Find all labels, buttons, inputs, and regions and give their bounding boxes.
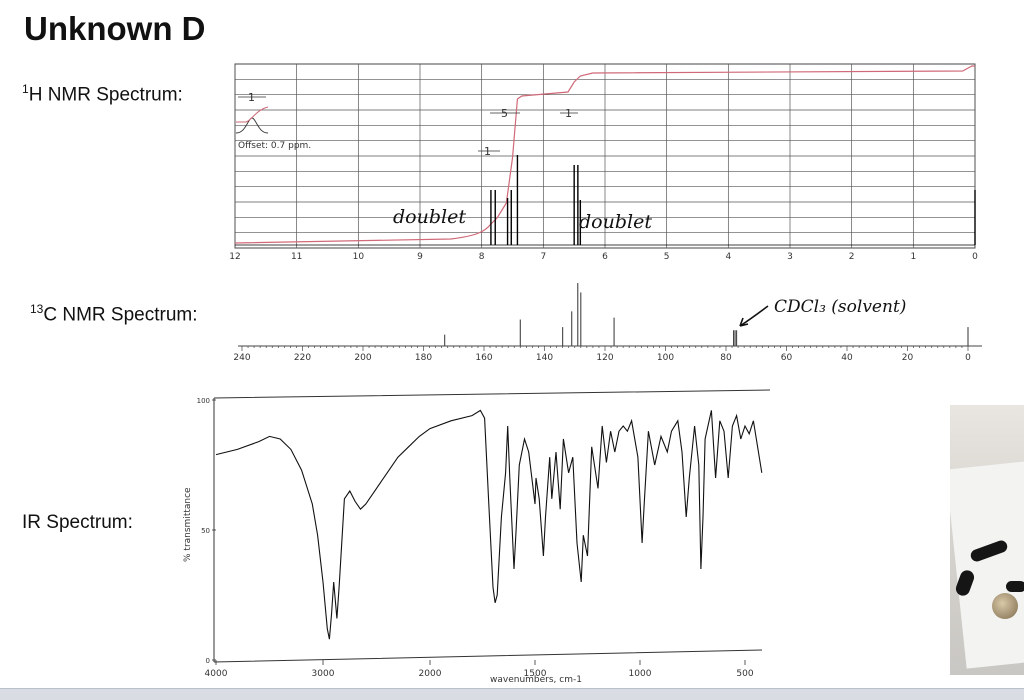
h-nmr-x-tick-label: 12 xyxy=(229,252,240,262)
ir-label: IR Spectrum: xyxy=(22,512,133,533)
h-nmr-x-tick-label: 4 xyxy=(725,252,731,262)
ir-x-tick-label: 3000 xyxy=(312,669,335,679)
ir-x-tick-label: 1000 xyxy=(629,669,652,679)
h-nmr-x-tick-label: 10 xyxy=(353,252,365,262)
ir-y-tick-label: 0 xyxy=(206,657,210,665)
c-nmr-spectrum: 240 220 200 180 160 140 120 100 80 60 40 20 0 CDCl₃ … xyxy=(233,283,982,363)
h-nmr-label: 1H NMR Spectrum: xyxy=(22,82,183,106)
handwritten-solvent-label: CDCl₃ (solvent) xyxy=(774,297,906,317)
ir-x-axis-label: wavenumbers, cm-1 xyxy=(490,675,582,685)
video-thumbnail-molecular-model xyxy=(950,405,1024,675)
ir-x-tick-label: 2000 xyxy=(419,669,442,679)
c-nmr-x-tick-label: 180 xyxy=(415,353,432,363)
photo-paper xyxy=(950,461,1024,669)
c-nmr-x-tick-label: 60 xyxy=(781,353,793,363)
c-nmr-x-tick-label: 240 xyxy=(233,353,250,363)
h-nmr-x-tick-label: 5 xyxy=(664,252,670,262)
h-nmr-x-tick-label: 7 xyxy=(540,252,546,262)
h-nmr-integral-curve xyxy=(234,65,975,244)
ir-spectrum: 4000 3000 2000 1500 1000 500 0 50 100 wavenumber… xyxy=(183,389,771,685)
photo-peg xyxy=(1006,581,1024,592)
c-nmr-x-tick-label: 40 xyxy=(841,353,853,363)
h-nmr-x-tick-label: 6 xyxy=(602,252,608,262)
h-nmr-x-tick-label: 3 xyxy=(787,252,793,262)
h-nmr-x-tick-label: 11 xyxy=(291,252,302,262)
c-nmr-x-tick-label: 0 xyxy=(965,353,971,363)
ir-frame xyxy=(213,389,771,663)
c-nmr-x-tick-label: 80 xyxy=(720,353,732,363)
h-nmr-x-tick-label: 9 xyxy=(417,252,423,262)
c-nmr-x-tick-label: 20 xyxy=(902,353,914,363)
ir-x-tick-label: 4000 xyxy=(205,669,228,679)
c-nmr-peaks xyxy=(444,283,969,346)
h-nmr-x-tick-label: 0 xyxy=(972,252,978,262)
page-title: Unknown D xyxy=(24,10,206,47)
c-nmr-x-tick-label: 100 xyxy=(657,353,674,363)
integ-label-doublet-left: 1 xyxy=(484,145,491,158)
h-nmr-label-text: H NMR Spectrum: xyxy=(28,84,183,106)
ir-series-line xyxy=(215,409,763,640)
bottom-bar xyxy=(0,688,1024,700)
handwritten-doublet-left: doublet xyxy=(393,206,466,228)
ir-y-axis-label: % transmittance xyxy=(183,487,193,562)
c-nmr-x-tick-label: 220 xyxy=(294,353,311,363)
c-nmr-x-tick-label: 160 xyxy=(475,353,492,363)
c-nmr-label-sup: 13 xyxy=(30,302,44,316)
ir-y-tick-label: 50 xyxy=(201,527,210,535)
solvent-arrow xyxy=(739,305,769,327)
photo-atom xyxy=(992,593,1018,619)
integ-label-inset: 1 xyxy=(248,91,255,104)
h-nmr-label-sup: 1 xyxy=(22,82,29,96)
c-nmr-x-tick-label: 200 xyxy=(354,353,371,363)
h-nmr-x-tick-label: 2 xyxy=(849,252,855,262)
h-nmr-x-ticks: 12 11 10 9 8 7 6 5 4 3 2 1 0 xyxy=(229,252,978,262)
ir-x-tick-label: 1500 xyxy=(524,669,547,679)
h-nmr-grid xyxy=(234,63,976,249)
c-nmr-label: 13C NMR Spectrum: xyxy=(30,302,198,326)
ir-y-tick-label: 100 xyxy=(197,397,210,405)
h-nmr-spectrum: 12 11 10 9 8 7 6 5 4 3 2 1 0 Offset: 0.7 ppm. 1 1 5 … xyxy=(229,63,978,262)
h-nmr-offset-label: Offset: 0.7 ppm. xyxy=(238,141,311,151)
integ-label-doublet-right: 1 xyxy=(565,107,572,120)
handwritten-doublet-right: doublet xyxy=(579,211,652,233)
h-nmr-offset-inset-integral xyxy=(236,106,269,123)
integ-label-multiplet: 5 xyxy=(501,107,508,120)
ir-x-tick-label: 500 xyxy=(736,669,753,679)
c-nmr-x-ticks: 240 220 200 180 160 140 120 100 80 60 40 20 0 xyxy=(233,346,971,363)
h-nmr-x-tick-label: 1 xyxy=(910,252,916,262)
c-nmr-x-tick-label: 140 xyxy=(536,353,553,363)
c-nmr-x-tick-label: 120 xyxy=(596,353,613,363)
c-nmr-label-text: C NMR Spectrum: xyxy=(43,304,198,326)
h-nmr-peaks xyxy=(490,155,976,245)
ir-axis-ticks: 4000 3000 2000 1500 1000 500 0 50 100 xyxy=(197,397,754,679)
h-nmr-x-tick-label: 8 xyxy=(479,252,485,262)
